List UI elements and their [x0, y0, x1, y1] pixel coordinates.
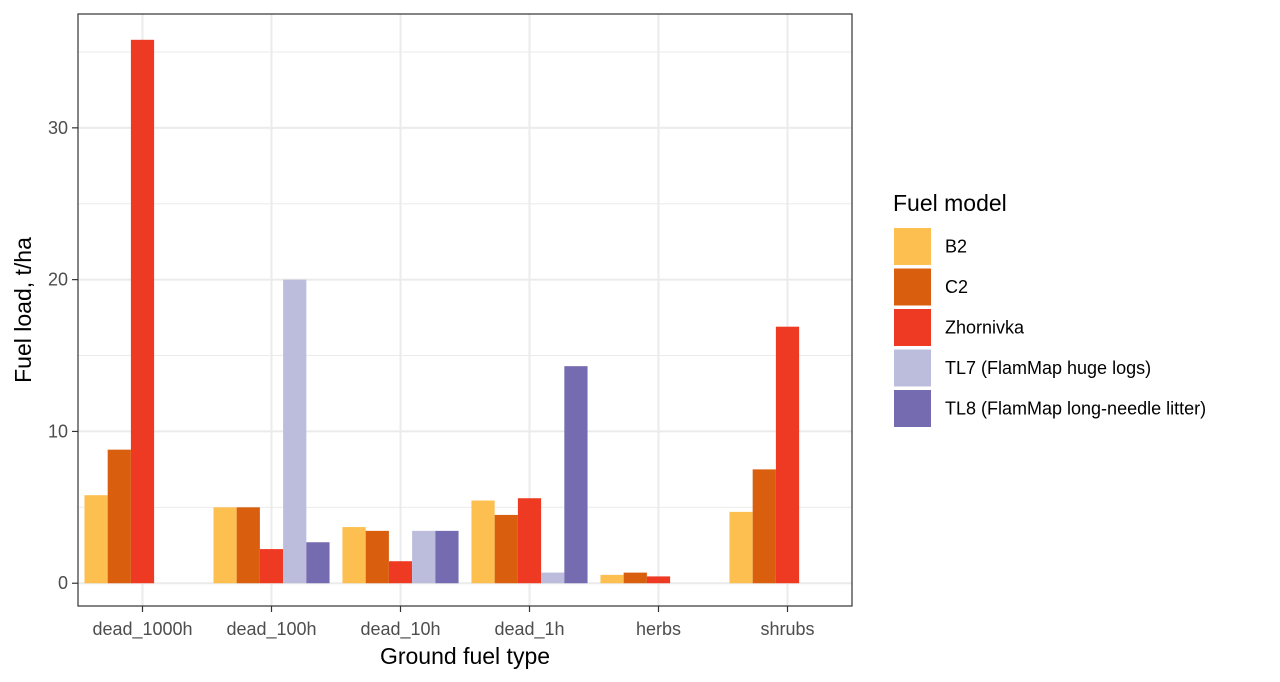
legend-key	[894, 309, 931, 346]
y-tick-label: 10	[48, 421, 68, 441]
y-axis-ticks: 0 10 20 30	[48, 118, 78, 593]
y-axis-title: Fuel load, t/ha	[10, 237, 36, 383]
bar	[283, 279, 307, 584]
legend-key	[894, 268, 931, 306]
y-tick-label: 30	[48, 118, 68, 138]
bar	[306, 542, 330, 584]
bar	[435, 530, 459, 584]
bar	[342, 527, 366, 584]
bars	[84, 39, 800, 584]
bar	[623, 572, 647, 584]
bar	[365, 530, 389, 584]
bar	[494, 514, 518, 584]
legend-label: C2	[945, 277, 968, 297]
x-tick-label: dead_10h	[360, 619, 440, 640]
bar	[107, 449, 131, 584]
bar	[471, 500, 495, 584]
bar	[84, 495, 108, 584]
bar	[775, 326, 800, 584]
plot-panel-border	[77, 13, 853, 607]
legend-key	[894, 228, 931, 265]
y-tick-label: 20	[48, 270, 68, 290]
bar	[646, 576, 671, 584]
x-tick-label: dead_100h	[226, 619, 316, 640]
bar	[412, 530, 436, 584]
legend-key	[894, 390, 931, 427]
bar	[130, 39, 155, 584]
legend-label: B2	[945, 237, 967, 257]
bar	[517, 498, 542, 584]
bar	[729, 511, 753, 584]
bar	[236, 507, 260, 584]
x-tick-label: dead_1000h	[92, 619, 192, 640]
x-axis-ticks: dead_1000h dead_100h dead_10h dead_1h herbs s…	[92, 606, 815, 640]
x-tick-label: shrubs	[760, 619, 814, 639]
x-tick-label: dead_1h	[494, 619, 564, 640]
legend-label: TL8 (FlamMap long-needle litter)	[945, 399, 1206, 419]
bar	[388, 561, 413, 584]
x-axis-title: Ground fuel type	[380, 643, 550, 669]
x-tick-label: herbs	[636, 619, 681, 639]
legend: Fuel model B2 C2 Zhornivka TL7 (FlamMap hug…	[893, 190, 1206, 427]
bar	[564, 366, 588, 584]
bar	[213, 507, 237, 584]
y-tick-label: 0	[58, 573, 68, 593]
bar	[259, 549, 284, 584]
legend-label: TL7 (FlamMap huge logs)	[945, 358, 1151, 378]
bar	[600, 574, 624, 584]
bar	[541, 572, 565, 584]
legend-title: Fuel model	[893, 190, 1007, 216]
legend-label: Zhornivka	[945, 318, 1025, 338]
bar	[752, 469, 776, 584]
legend-key	[894, 349, 931, 387]
